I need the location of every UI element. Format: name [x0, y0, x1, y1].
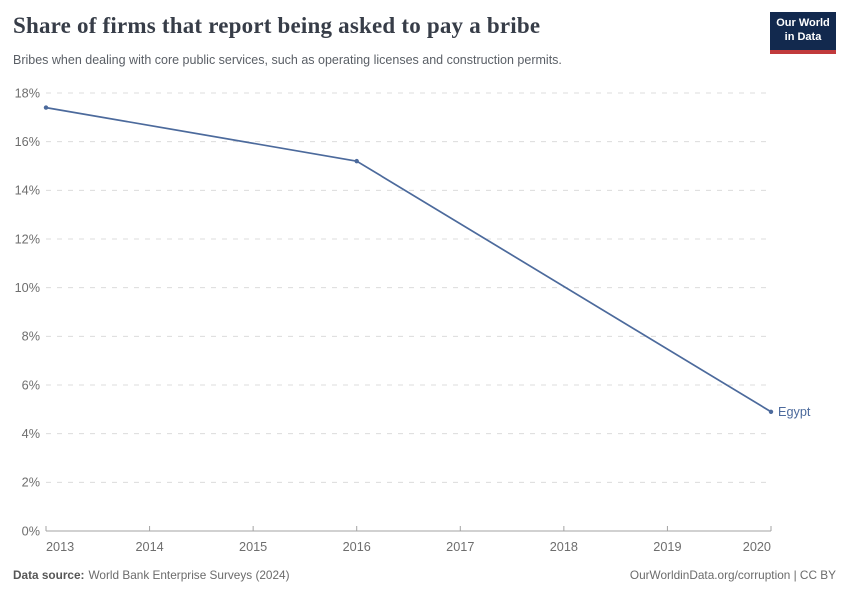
- data-point[interactable]: [354, 158, 359, 164]
- y-tick-label: 16%: [15, 135, 40, 149]
- x-tick-label: 2013: [46, 540, 74, 554]
- y-tick-label: 4%: [22, 427, 40, 441]
- data-source-value: World Bank Enterprise Surveys (2024): [88, 568, 290, 582]
- y-tick-label: 0%: [22, 524, 40, 538]
- page-title: Share of firms that report being asked t…: [13, 13, 541, 38]
- y-tick-label: 6%: [22, 378, 40, 392]
- x-tick-label: 2017: [446, 540, 474, 554]
- y-tick-label: 10%: [15, 281, 40, 295]
- chart-footer: Data source: World Bank Enterprise Survey…: [13, 568, 836, 582]
- x-tick-label: 2016: [343, 540, 371, 554]
- owid-logo[interactable]: Our World in Data: [770, 12, 836, 54]
- page-subtitle: Bribes when dealing with core public ser…: [13, 53, 562, 67]
- owid-logo-line2: in Data: [784, 31, 822, 44]
- data-source-label: Data source:: [13, 568, 85, 582]
- y-tick-label: 12%: [15, 232, 40, 246]
- series-end-label: Egypt: [778, 405, 811, 419]
- series-line[interactable]: [45, 106, 772, 413]
- x-tick-label: 2019: [653, 540, 681, 554]
- credit-link[interactable]: OurWorldinData.org/corruption | CC BY: [629, 568, 836, 582]
- data-point[interactable]: [43, 105, 49, 110]
- x-tick-label: 2018: [550, 540, 578, 554]
- y-tick-label: 2%: [22, 476, 40, 490]
- y-tick-label: 14%: [15, 184, 40, 198]
- data-point[interactable]: [768, 409, 774, 414]
- x-tick-label: 2014: [135, 540, 163, 554]
- data-source: Data source: World Bank Enterprise Survey…: [13, 568, 290, 582]
- y-tick-label: 8%: [22, 330, 40, 344]
- owid-logo-line1: Our World: [776, 17, 830, 29]
- y-tick-label: 18%: [15, 86, 40, 100]
- x-tick-label: 2015: [239, 540, 267, 554]
- x-tick-label: 2020: [743, 540, 771, 554]
